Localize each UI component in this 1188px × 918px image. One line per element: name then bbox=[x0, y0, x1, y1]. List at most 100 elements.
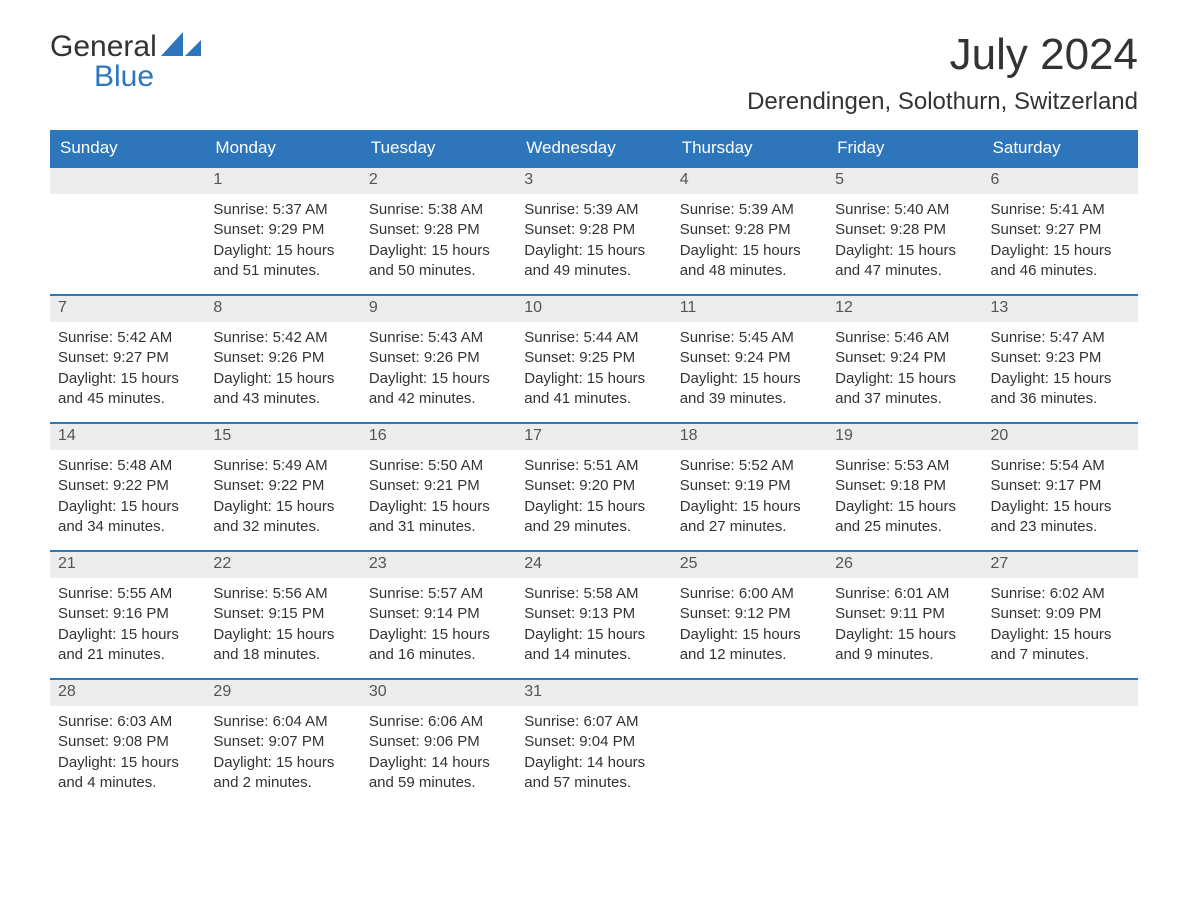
day-number: 3 bbox=[516, 168, 671, 194]
daylight-text: Daylight: 15 hours and 37 minutes. bbox=[835, 369, 974, 410]
calendar-week: 1 Sunrise: 5:37 AMSunset: 9:29 PM Daylight… bbox=[50, 166, 1138, 294]
brand-word-general: General bbox=[50, 32, 157, 62]
sunrise-text: Sunrise: 6:00 AM bbox=[680, 584, 819, 604]
sunrise-text: Sunrise: 5:43 AM bbox=[369, 328, 508, 348]
daylight-text: Daylight: 15 hours and 32 minutes. bbox=[213, 497, 352, 538]
sunrise-text: Sunrise: 6:01 AM bbox=[835, 584, 974, 604]
calendar-day: 20Sunrise: 5:54 AMSunset: 9:17 PMDayligh… bbox=[983, 424, 1138, 550]
title-block: July 2024 Derendingen, Solothurn, Switze… bbox=[747, 30, 1138, 116]
calendar-day: 31Sunrise: 6:07 AMSunset: 9:04 PMDayligh… bbox=[516, 680, 671, 806]
daylight-text: Daylight: 15 hours and 4 minutes. bbox=[58, 753, 197, 794]
calendar-day: 25Sunrise: 6:00 AMSunset: 9:12 PMDayligh… bbox=[672, 552, 827, 678]
calendar-day: 24Sunrise: 5:58 AMSunset: 9:13 PMDayligh… bbox=[516, 552, 671, 678]
daylight-text: Daylight: 15 hours and 46 minutes. bbox=[991, 241, 1130, 282]
sunrise-text: Sunrise: 5:52 AM bbox=[680, 456, 819, 476]
day-number bbox=[672, 680, 827, 706]
sunrise-text: Sunrise: 5:41 AM bbox=[991, 200, 1130, 220]
daylight-text: Daylight: 15 hours and 14 minutes. bbox=[524, 625, 663, 666]
calendar-day bbox=[983, 680, 1138, 806]
day-number: 12 bbox=[827, 296, 982, 322]
daylight-text: Daylight: 15 hours and 50 minutes. bbox=[369, 241, 508, 282]
day-body: Sunrise: 6:06 AMSunset: 9:06 PMDaylight:… bbox=[361, 706, 516, 803]
day-body bbox=[827, 706, 982, 722]
day-body: Sunrise: 5:53 AMSunset: 9:18 PMDaylight:… bbox=[827, 450, 982, 547]
day-number: 2 bbox=[361, 168, 516, 194]
sunset-text: Sunset: 9:27 PM bbox=[991, 220, 1130, 240]
daylight-text: Daylight: 15 hours and 2 minutes. bbox=[213, 753, 352, 794]
day-number: 20 bbox=[983, 424, 1138, 450]
calendar: SundayMondayTuesdayWednesdayThursdayFrid… bbox=[50, 130, 1138, 806]
day-number: 24 bbox=[516, 552, 671, 578]
day-body: Sunrise: 6:03 AMSunset: 9:08 PMDaylight:… bbox=[50, 706, 205, 803]
sunrise-text: Sunrise: 6:06 AM bbox=[369, 712, 508, 732]
header: General Blue July 2024 Derendingen, Solo… bbox=[50, 30, 1138, 116]
sunset-text: Sunset: 9:28 PM bbox=[369, 220, 508, 240]
sunset-text: Sunset: 9:26 PM bbox=[213, 348, 352, 368]
daylight-text: Daylight: 15 hours and 9 minutes. bbox=[835, 625, 974, 666]
calendar-day bbox=[827, 680, 982, 806]
sunrise-text: Sunrise: 5:53 AM bbox=[835, 456, 974, 476]
day-number: 11 bbox=[672, 296, 827, 322]
sunset-text: Sunset: 9:24 PM bbox=[680, 348, 819, 368]
brand-word-blue: Blue bbox=[94, 62, 203, 92]
day-body: Sunrise: 5:57 AMSunset: 9:14 PMDaylight:… bbox=[361, 578, 516, 675]
day-body: Sunrise: 5:51 AMSunset: 9:20 PMDaylight:… bbox=[516, 450, 671, 547]
day-number: 9 bbox=[361, 296, 516, 322]
daylight-text: Daylight: 15 hours and 18 minutes. bbox=[213, 625, 352, 666]
sunset-text: Sunset: 9:25 PM bbox=[524, 348, 663, 368]
sunset-text: Sunset: 9:23 PM bbox=[991, 348, 1130, 368]
day-body: Sunrise: 5:42 AMSunset: 9:26 PMDaylight:… bbox=[205, 322, 360, 419]
sunset-text: Sunset: 9:13 PM bbox=[524, 604, 663, 624]
calendar-day: 17Sunrise: 5:51 AMSunset: 9:20 PMDayligh… bbox=[516, 424, 671, 550]
sunset-text: Sunset: 9:16 PM bbox=[58, 604, 197, 624]
calendar-week: 21Sunrise: 5:55 AMSunset: 9:16 PMDayligh… bbox=[50, 550, 1138, 678]
sunrise-text: Sunrise: 5:39 AM bbox=[524, 200, 663, 220]
sunset-text: Sunset: 9:29 PM bbox=[213, 220, 352, 240]
calendar-day: 21Sunrise: 5:55 AMSunset: 9:16 PMDayligh… bbox=[50, 552, 205, 678]
calendar-day: 1Sunrise: 5:37 AMSunset: 9:29 PMDaylight… bbox=[205, 168, 360, 294]
day-number: 14 bbox=[50, 424, 205, 450]
day-number: 25 bbox=[672, 552, 827, 578]
daylight-text: Daylight: 15 hours and 16 minutes. bbox=[369, 625, 508, 666]
day-body: Sunrise: 5:58 AMSunset: 9:13 PMDaylight:… bbox=[516, 578, 671, 675]
sunset-text: Sunset: 9:06 PM bbox=[369, 732, 508, 752]
day-number: 1 bbox=[205, 168, 360, 194]
weekday-header: Friday bbox=[827, 130, 982, 166]
day-number: 8 bbox=[205, 296, 360, 322]
sunrise-text: Sunrise: 5:38 AM bbox=[369, 200, 508, 220]
sunset-text: Sunset: 9:22 PM bbox=[213, 476, 352, 496]
day-body bbox=[672, 706, 827, 722]
calendar-day: 15Sunrise: 5:49 AMSunset: 9:22 PMDayligh… bbox=[205, 424, 360, 550]
day-body: Sunrise: 5:42 AMSunset: 9:27 PMDaylight:… bbox=[50, 322, 205, 419]
sunrise-text: Sunrise: 5:37 AM bbox=[213, 200, 352, 220]
day-body: Sunrise: 6:01 AMSunset: 9:11 PMDaylight:… bbox=[827, 578, 982, 675]
sunset-text: Sunset: 9:26 PM bbox=[369, 348, 508, 368]
calendar-header-row: SundayMondayTuesdayWednesdayThursdayFrid… bbox=[50, 130, 1138, 166]
sunset-text: Sunset: 9:28 PM bbox=[835, 220, 974, 240]
daylight-text: Daylight: 15 hours and 23 minutes. bbox=[991, 497, 1130, 538]
sunset-text: Sunset: 9:27 PM bbox=[58, 348, 197, 368]
calendar-day: 10Sunrise: 5:44 AMSunset: 9:25 PMDayligh… bbox=[516, 296, 671, 422]
sunset-text: Sunset: 9:08 PM bbox=[58, 732, 197, 752]
calendar-week: 14Sunrise: 5:48 AMSunset: 9:22 PMDayligh… bbox=[50, 422, 1138, 550]
day-body: Sunrise: 6:07 AMSunset: 9:04 PMDaylight:… bbox=[516, 706, 671, 803]
sunrise-text: Sunrise: 5:49 AM bbox=[213, 456, 352, 476]
day-number: 4 bbox=[672, 168, 827, 194]
sunset-text: Sunset: 9:09 PM bbox=[991, 604, 1130, 624]
day-number: 18 bbox=[672, 424, 827, 450]
calendar-day: 29Sunrise: 6:04 AMSunset: 9:07 PMDayligh… bbox=[205, 680, 360, 806]
sunrise-text: Sunrise: 5:45 AM bbox=[680, 328, 819, 348]
calendar-day: 23Sunrise: 5:57 AMSunset: 9:14 PMDayligh… bbox=[361, 552, 516, 678]
weekday-header: Tuesday bbox=[361, 130, 516, 166]
calendar-day: 4Sunrise: 5:39 AMSunset: 9:28 PMDaylight… bbox=[672, 168, 827, 294]
sunset-text: Sunset: 9:14 PM bbox=[369, 604, 508, 624]
calendar-day: 14Sunrise: 5:48 AMSunset: 9:22 PMDayligh… bbox=[50, 424, 205, 550]
calendar-day: 22Sunrise: 5:56 AMSunset: 9:15 PMDayligh… bbox=[205, 552, 360, 678]
calendar-day: 5Sunrise: 5:40 AMSunset: 9:28 PMDaylight… bbox=[827, 168, 982, 294]
location-subtitle: Derendingen, Solothurn, Switzerland bbox=[747, 88, 1138, 116]
day-body: Sunrise: 5:45 AMSunset: 9:24 PMDaylight:… bbox=[672, 322, 827, 419]
day-body: Sunrise: 5:39 AMSunset: 9:28 PMDaylight:… bbox=[516, 194, 671, 291]
sunset-text: Sunset: 9:24 PM bbox=[835, 348, 974, 368]
daylight-text: Daylight: 15 hours and 27 minutes. bbox=[680, 497, 819, 538]
day-number: 13 bbox=[983, 296, 1138, 322]
